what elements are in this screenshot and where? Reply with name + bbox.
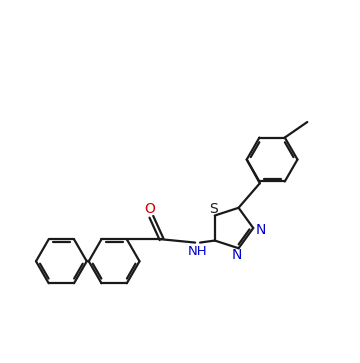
Text: NH: NH (187, 245, 207, 258)
Text: N: N (256, 223, 266, 237)
Text: N: N (231, 248, 242, 262)
Text: S: S (209, 201, 218, 216)
Text: O: O (144, 203, 155, 216)
